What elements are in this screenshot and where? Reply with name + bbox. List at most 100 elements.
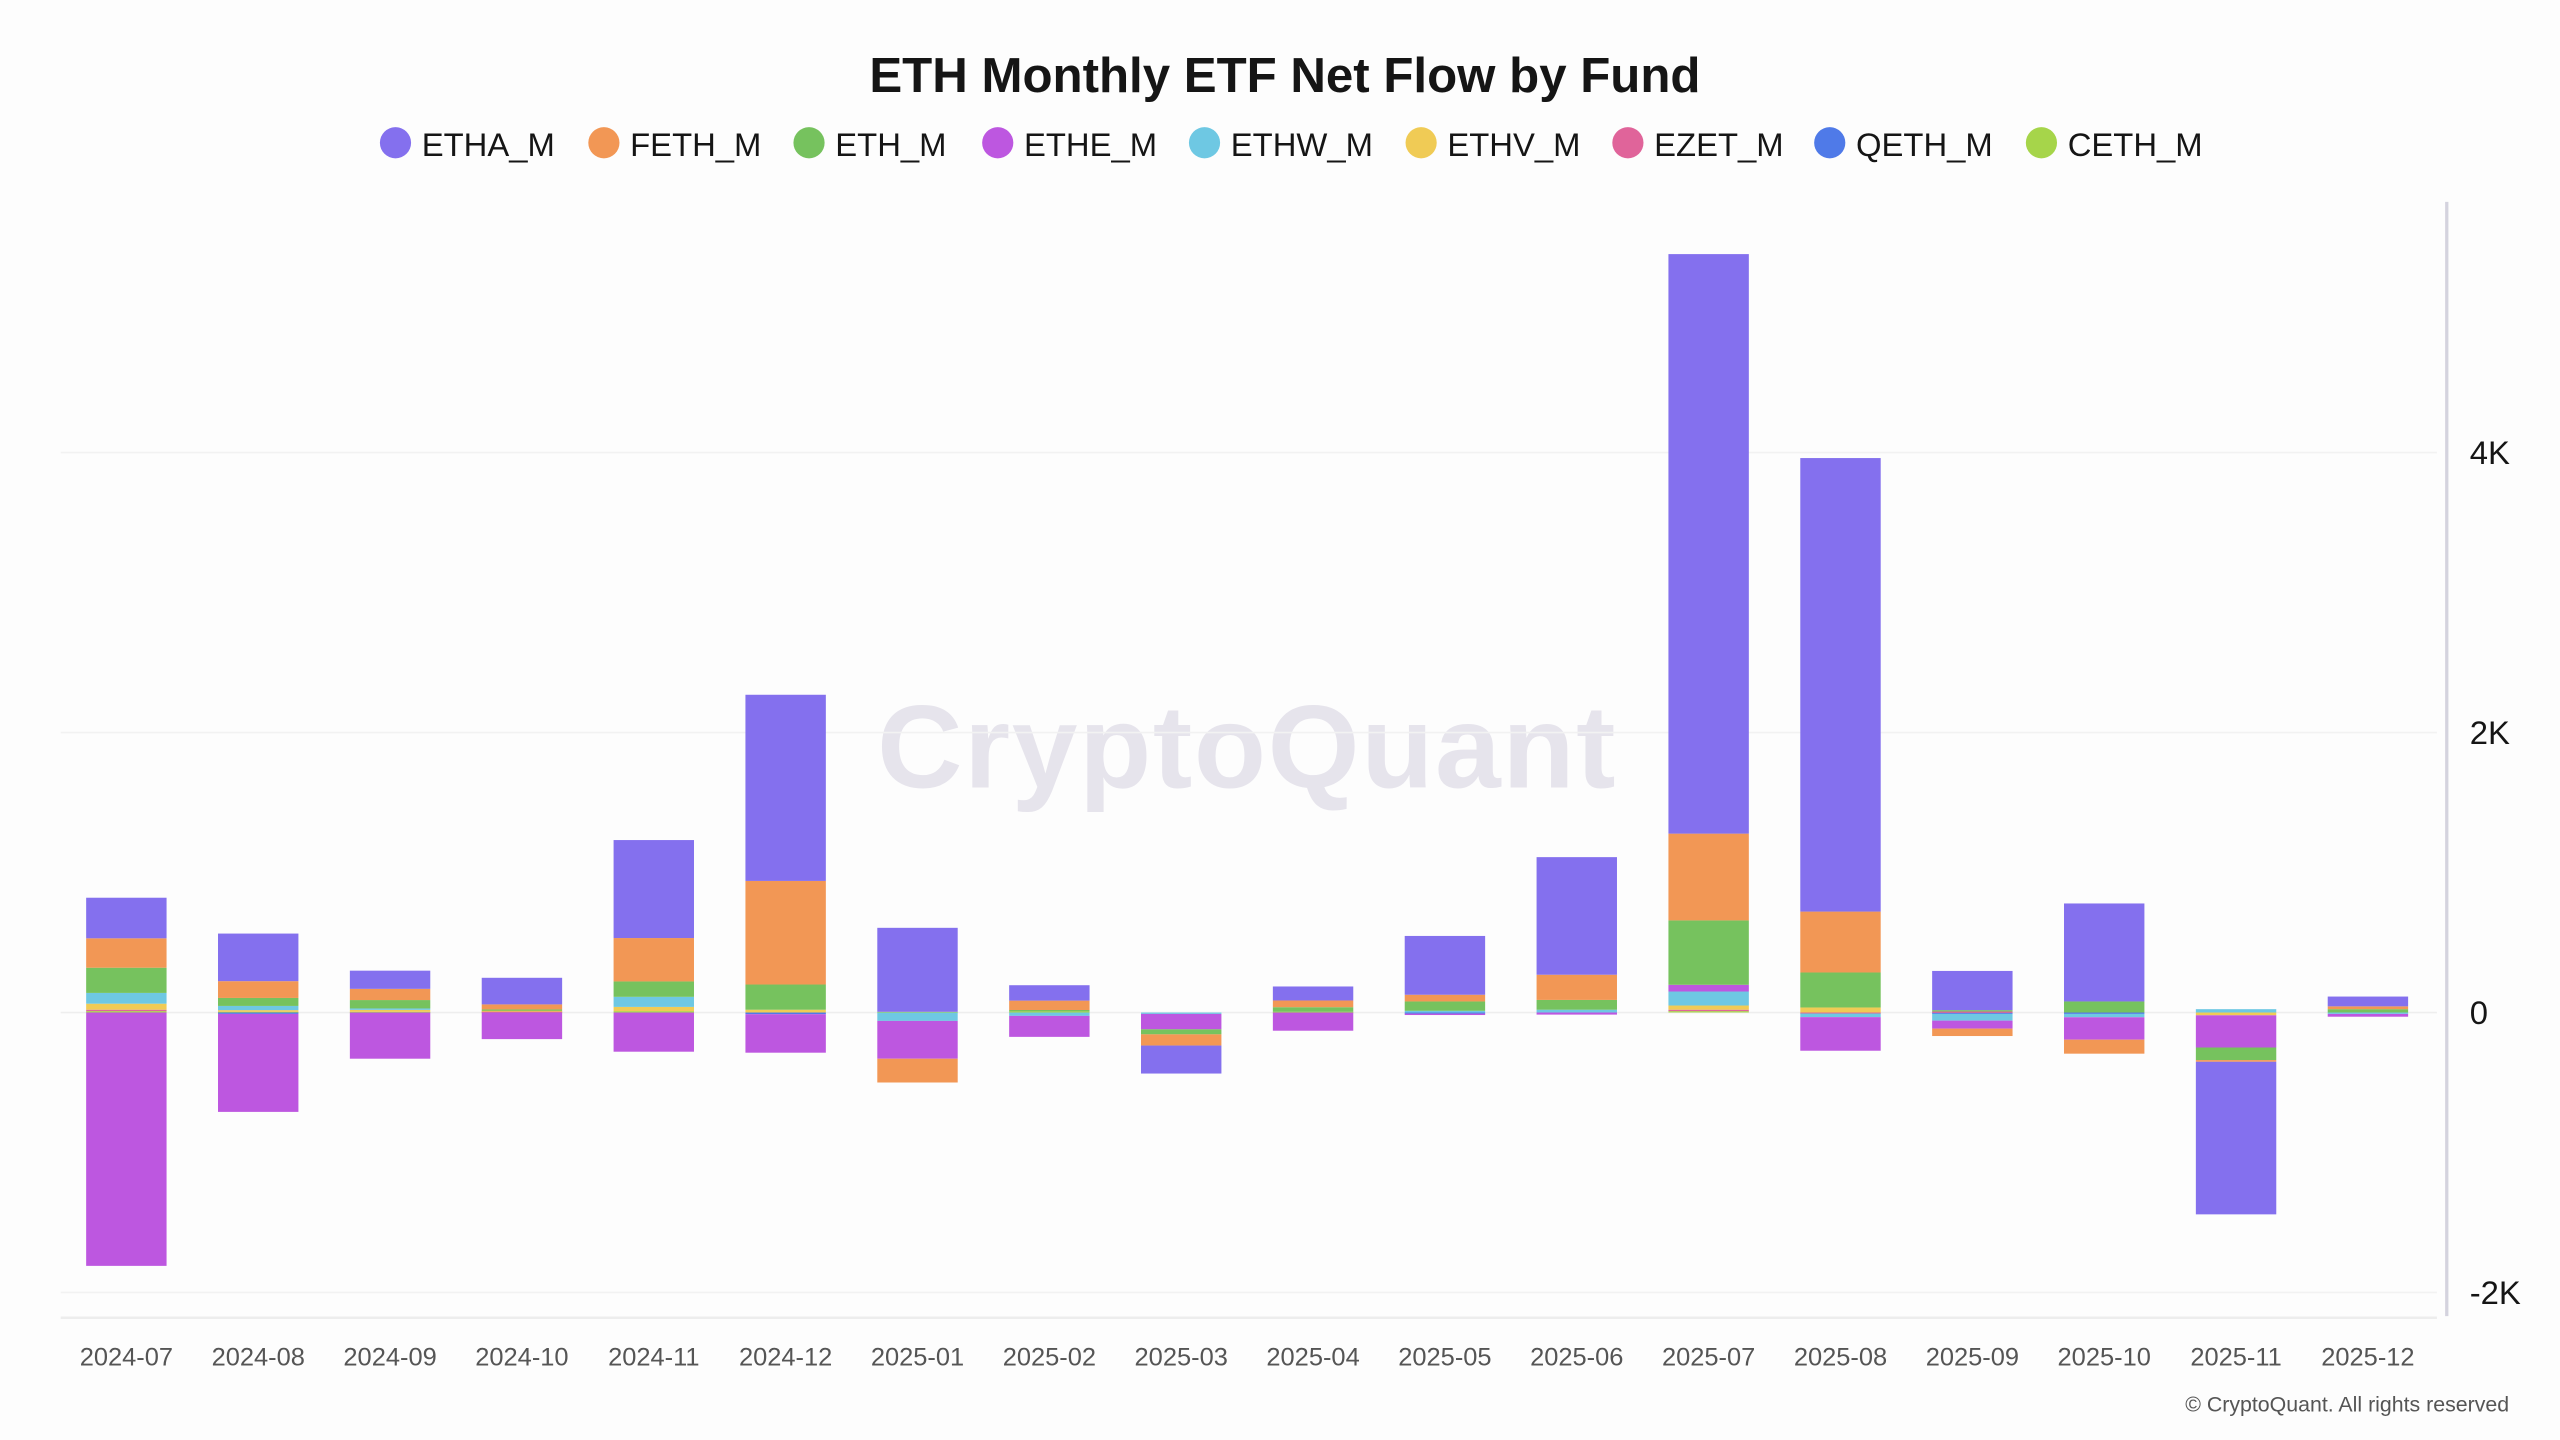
bar-segment-ethe_m[interactable]	[1536, 1012, 1617, 1015]
bar-segment-eth_m[interactable]	[2064, 1001, 2145, 1013]
bar-segment-eth_m[interactable]	[349, 1000, 431, 1009]
bar-stack-2025-07[interactable]	[1668, 254, 1749, 1013]
bar-segment-etha_m[interactable]	[1800, 458, 1881, 912]
bar-segment-etha_m[interactable]	[349, 970, 431, 989]
bar-segment-eth_m[interactable]	[1800, 972, 1881, 1008]
bar-stack-2025-05[interactable]	[1404, 935, 1486, 1016]
bar-segment-ethe_m[interactable]	[481, 1012, 563, 1040]
legend-item-eth_m[interactable]: ETH_M	[793, 126, 947, 163]
bar-stack-2025-06[interactable]	[1536, 857, 1617, 1015]
bar-segment-ceth_m[interactable]	[349, 1011, 431, 1014]
bar-stack-2025-08[interactable]	[1800, 458, 1881, 1051]
bar-segment-feth_m[interactable]	[1272, 1000, 1354, 1008]
bar-segment-ethw_m[interactable]	[2327, 1012, 2409, 1014]
bar-segment-ezet_m[interactable]	[1932, 1011, 2013, 1013]
bar-segment-feth_m[interactable]	[1932, 1028, 2013, 1037]
bar-segment-ezet_m[interactable]	[86, 1009, 167, 1012]
bar-segment-ethv_m[interactable]	[218, 1010, 299, 1012]
bar-segment-ceth_m[interactable]	[613, 1011, 694, 1013]
bar-segment-ethw_m[interactable]	[613, 996, 694, 1007]
bar-segment-ethv_m[interactable]	[349, 1009, 431, 1012]
bar-stack-2024-10[interactable]	[481, 977, 563, 1040]
bar-segment-qeth_m[interactable]	[2064, 1012, 2145, 1014]
bar-stack-2024-07[interactable]	[86, 897, 167, 1266]
bar-segment-ethe_m[interactable]	[1272, 1012, 1354, 1031]
bar-segment-etha_m[interactable]	[1141, 1045, 1222, 1074]
bar-stack-2025-11[interactable]	[2195, 1009, 2277, 1215]
bar-segment-ethv_m[interactable]	[2195, 1012, 2277, 1016]
bar-segment-feth_m[interactable]	[349, 988, 431, 1001]
bar-segment-ethe_m[interactable]	[1404, 1013, 1486, 1016]
bar-segment-ethe_m[interactable]	[2327, 1013, 2409, 1017]
bar-stack-2025-04[interactable]	[1272, 986, 1354, 1031]
bar-segment-etha_m[interactable]	[877, 927, 958, 1012]
bar-segment-ethw_m[interactable]	[1141, 1012, 1222, 1014]
bar-segment-ethw_m[interactable]	[1932, 1013, 2013, 1021]
bar-segment-ethe_m[interactable]	[2195, 1015, 2277, 1048]
bar-segment-etha_m[interactable]	[1668, 254, 1749, 834]
bar-segment-qeth_m[interactable]	[218, 1012, 299, 1014]
bar-segment-etha_m[interactable]	[1009, 985, 1090, 1001]
bar-segment-ethw_m[interactable]	[2064, 1013, 2145, 1018]
bar-segment-ceth_m[interactable]	[218, 1011, 299, 1014]
bar-segment-etha_m[interactable]	[1932, 970, 2013, 1011]
bar-segment-ethe_m[interactable]	[1141, 1013, 1222, 1030]
bar-segment-ethw_m[interactable]	[1536, 1009, 1617, 1013]
bar-segment-etha_m[interactable]	[86, 897, 167, 939]
bar-segment-qeth_m[interactable]	[1932, 1012, 2013, 1014]
bar-segment-feth_m[interactable]	[1668, 833, 1749, 921]
bar-stack-2024-08[interactable]	[218, 933, 299, 1112]
bar-segment-ethe_m[interactable]	[877, 1020, 958, 1059]
bar-stack-2025-09[interactable]	[1932, 970, 2013, 1037]
bar-segment-eth_m[interactable]	[745, 984, 826, 1010]
bar-segment-eth_m[interactable]	[1404, 1001, 1486, 1011]
bar-segment-feth_m[interactable]	[2064, 1039, 2145, 1054]
bar-segment-eth_m[interactable]	[1932, 1010, 2013, 1012]
bar-segment-etha_m[interactable]	[2195, 1061, 2277, 1215]
bar-segment-eth_m[interactable]	[1009, 1009, 1090, 1012]
bar-segment-ceth_m[interactable]	[1668, 1011, 1749, 1013]
bar-segment-feth_m[interactable]	[481, 1004, 563, 1010]
bar-segment-etha_m[interactable]	[1404, 935, 1486, 995]
bar-segment-ceth_m[interactable]	[1272, 1011, 1354, 1014]
bar-segment-ethw_m[interactable]	[1404, 1010, 1486, 1013]
bar-segment-eth_m[interactable]	[1141, 1029, 1222, 1035]
bar-segment-ethw_m[interactable]	[86, 992, 167, 1004]
bar-segment-ethv_m[interactable]	[1800, 1007, 1881, 1013]
bar-segment-ethv_m[interactable]	[481, 1010, 563, 1012]
bar-segment-ethw_m[interactable]	[1800, 1013, 1881, 1018]
bar-segment-etha_m[interactable]	[1272, 986, 1354, 1001]
bar-segment-eth_m[interactable]	[1272, 1007, 1354, 1012]
legend-item-ethe_m[interactable]: ETHE_M	[982, 126, 1157, 163]
bar-stack-2024-11[interactable]	[613, 840, 694, 1052]
bar-segment-ezet_m[interactable]	[481, 1011, 563, 1013]
bar-segment-eth_m[interactable]	[1668, 920, 1749, 985]
bar-stack-2025-10[interactable]	[2064, 903, 2145, 1054]
bar-segment-etha_m[interactable]	[2064, 903, 2145, 1002]
bar-segment-ethv_m[interactable]	[1668, 1005, 1749, 1010]
bar-stack-2025-12[interactable]	[2327, 996, 2409, 1017]
legend-item-ceth_m[interactable]: CETH_M	[2025, 126, 2203, 163]
bar-segment-eth_m[interactable]	[1536, 999, 1617, 1010]
bar-segment-feth_m[interactable]	[1141, 1034, 1222, 1046]
bar-stack-2025-03[interactable]	[1141, 1012, 1222, 1074]
bar-segment-eth_m[interactable]	[481, 1009, 563, 1011]
legend-item-ethw_m[interactable]: ETHW_M	[1188, 126, 1373, 163]
bar-segment-qeth_m[interactable]	[1404, 1012, 1486, 1014]
bar-segment-feth_m[interactable]	[86, 938, 167, 968]
bar-segment-ceth_m[interactable]	[86, 1011, 167, 1013]
bar-segment-feth_m[interactable]	[2195, 1060, 2277, 1062]
bar-segment-ethe_m[interactable]	[86, 1012, 167, 1266]
bar-stack-2024-09[interactable]	[349, 970, 431, 1059]
bar-segment-etha_m[interactable]	[613, 840, 694, 939]
bar-segment-eth_m[interactable]	[2195, 1047, 2277, 1061]
bar-segment-qeth_m[interactable]	[745, 1012, 826, 1015]
bar-segment-eth_m[interactable]	[2327, 1009, 2409, 1013]
bar-segment-eth_m[interactable]	[218, 997, 299, 1006]
bar-segment-ethv_m[interactable]	[86, 1003, 167, 1010]
bar-segment-ethw_m[interactable]	[1668, 991, 1749, 1006]
bar-segment-ethv_m[interactable]	[745, 1009, 826, 1013]
bar-segment-ethw_m[interactable]	[218, 1005, 299, 1011]
bar-segment-ezet_m[interactable]	[1800, 1012, 1881, 1014]
bar-segment-ethe_m[interactable]	[1800, 1017, 1881, 1051]
